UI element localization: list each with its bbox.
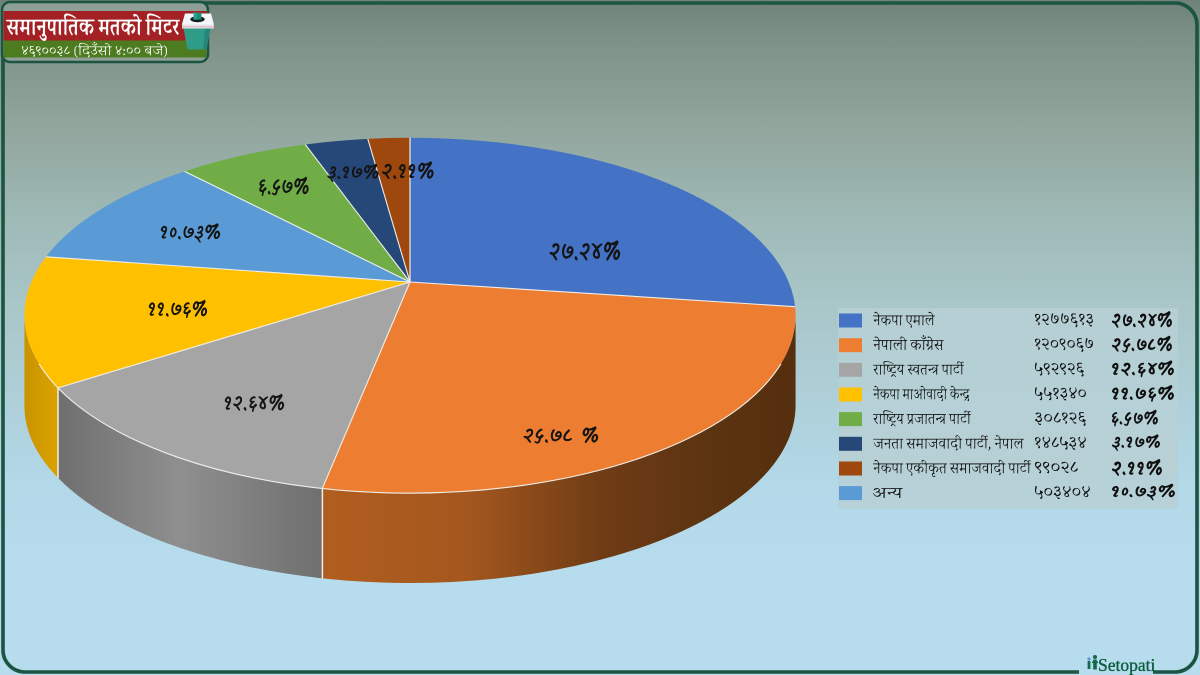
svg-text:Setopati: Setopati bbox=[1098, 655, 1155, 675]
